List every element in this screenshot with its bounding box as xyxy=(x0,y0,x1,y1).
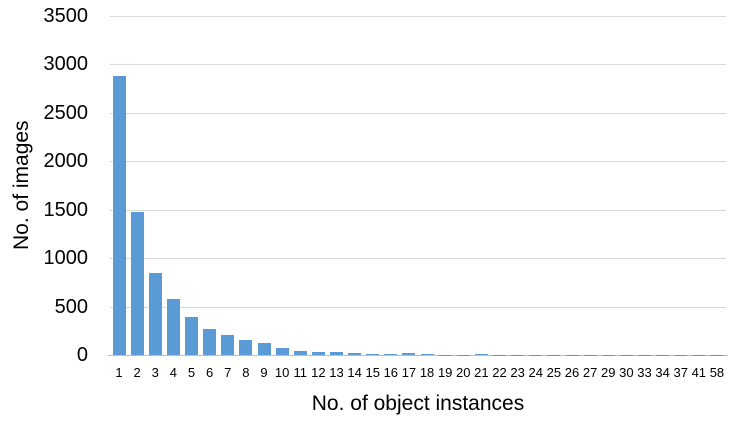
x-tick-label: 14 xyxy=(347,365,362,380)
x-tick-label: 2 xyxy=(133,365,141,380)
bar xyxy=(275,348,289,355)
gridline xyxy=(110,64,726,66)
x-tick-label: 8 xyxy=(242,365,250,380)
y-tick-label: 1000 xyxy=(43,247,89,270)
bar xyxy=(329,352,343,355)
x-tick-label: 9 xyxy=(260,365,268,380)
x-tick-label: 18 xyxy=(419,365,435,380)
x-tick-label: 7 xyxy=(224,365,232,380)
y-tick-label: 3000 xyxy=(43,53,89,76)
bar xyxy=(166,299,180,355)
x-tick-label: 6 xyxy=(206,365,214,380)
x-tick-label: 22 xyxy=(492,365,507,380)
gridline xyxy=(110,258,726,260)
x-axis-title: No. of object instances xyxy=(311,392,525,415)
y-tick-label: 2000 xyxy=(43,150,89,173)
bar xyxy=(221,335,235,355)
y-tick-label: 0 xyxy=(76,344,88,366)
x-tick-label: 25 xyxy=(546,365,562,380)
bar xyxy=(420,354,434,355)
x-tick-label: 41 xyxy=(691,365,707,380)
x-tick-label: 12 xyxy=(311,365,326,380)
bar xyxy=(203,329,217,355)
gridline xyxy=(110,306,726,308)
x-tick-label: 16 xyxy=(383,365,399,380)
bar xyxy=(130,211,144,355)
x-axis-line xyxy=(108,355,728,356)
x-tick-label: 27 xyxy=(582,365,598,380)
x-tick-label: 4 xyxy=(169,365,178,380)
x-tick-label: 21 xyxy=(474,365,489,380)
x-tick-label: 34 xyxy=(655,365,670,380)
x-tick-label: 5 xyxy=(187,365,196,380)
y-axis-tick-labels: 0 500 1000 1500 2000 2500 3000 3500 xyxy=(0,0,89,427)
gridline xyxy=(110,112,726,114)
y-tick-label: 3500 xyxy=(43,5,89,27)
plot-area xyxy=(108,16,728,356)
x-tick-label: 3 xyxy=(151,365,159,380)
x-tick-label: 20 xyxy=(456,365,471,380)
x-tick-label: 11 xyxy=(293,365,307,380)
gridline xyxy=(110,16,726,17)
x-tick-label: 1 xyxy=(115,365,123,380)
bar xyxy=(402,353,416,355)
bar xyxy=(366,353,380,355)
y-tick-label: 500 xyxy=(54,295,88,318)
y-tick-label: 2500 xyxy=(43,101,89,124)
x-tick-label: 17 xyxy=(401,365,417,380)
bar xyxy=(384,354,398,355)
x-tick-label: 19 xyxy=(437,365,453,380)
x-tick-label: 24 xyxy=(528,365,543,380)
x-tick-label: 10 xyxy=(274,365,290,380)
bar xyxy=(348,352,362,355)
x-tick-label: 33 xyxy=(637,365,652,380)
x-tick-label: 23 xyxy=(510,365,525,380)
bar xyxy=(293,350,307,355)
x-tick-label: 13 xyxy=(329,365,344,380)
bar xyxy=(311,351,325,355)
x-tick-label: 30 xyxy=(619,365,634,380)
gridline xyxy=(110,209,726,211)
x-tick-label: 58 xyxy=(709,365,725,380)
bar xyxy=(185,317,199,355)
y-tick-label: 1500 xyxy=(43,198,89,221)
bar xyxy=(112,76,126,355)
x-tick-label: 15 xyxy=(365,365,380,380)
x-tick-label: 37 xyxy=(673,365,688,380)
bar xyxy=(239,340,253,355)
gridline xyxy=(110,161,726,163)
x-tick-label: 26 xyxy=(564,365,580,380)
bar xyxy=(148,272,162,355)
bar xyxy=(474,353,488,355)
x-tick-label: 29 xyxy=(601,365,616,380)
bar xyxy=(257,342,271,355)
